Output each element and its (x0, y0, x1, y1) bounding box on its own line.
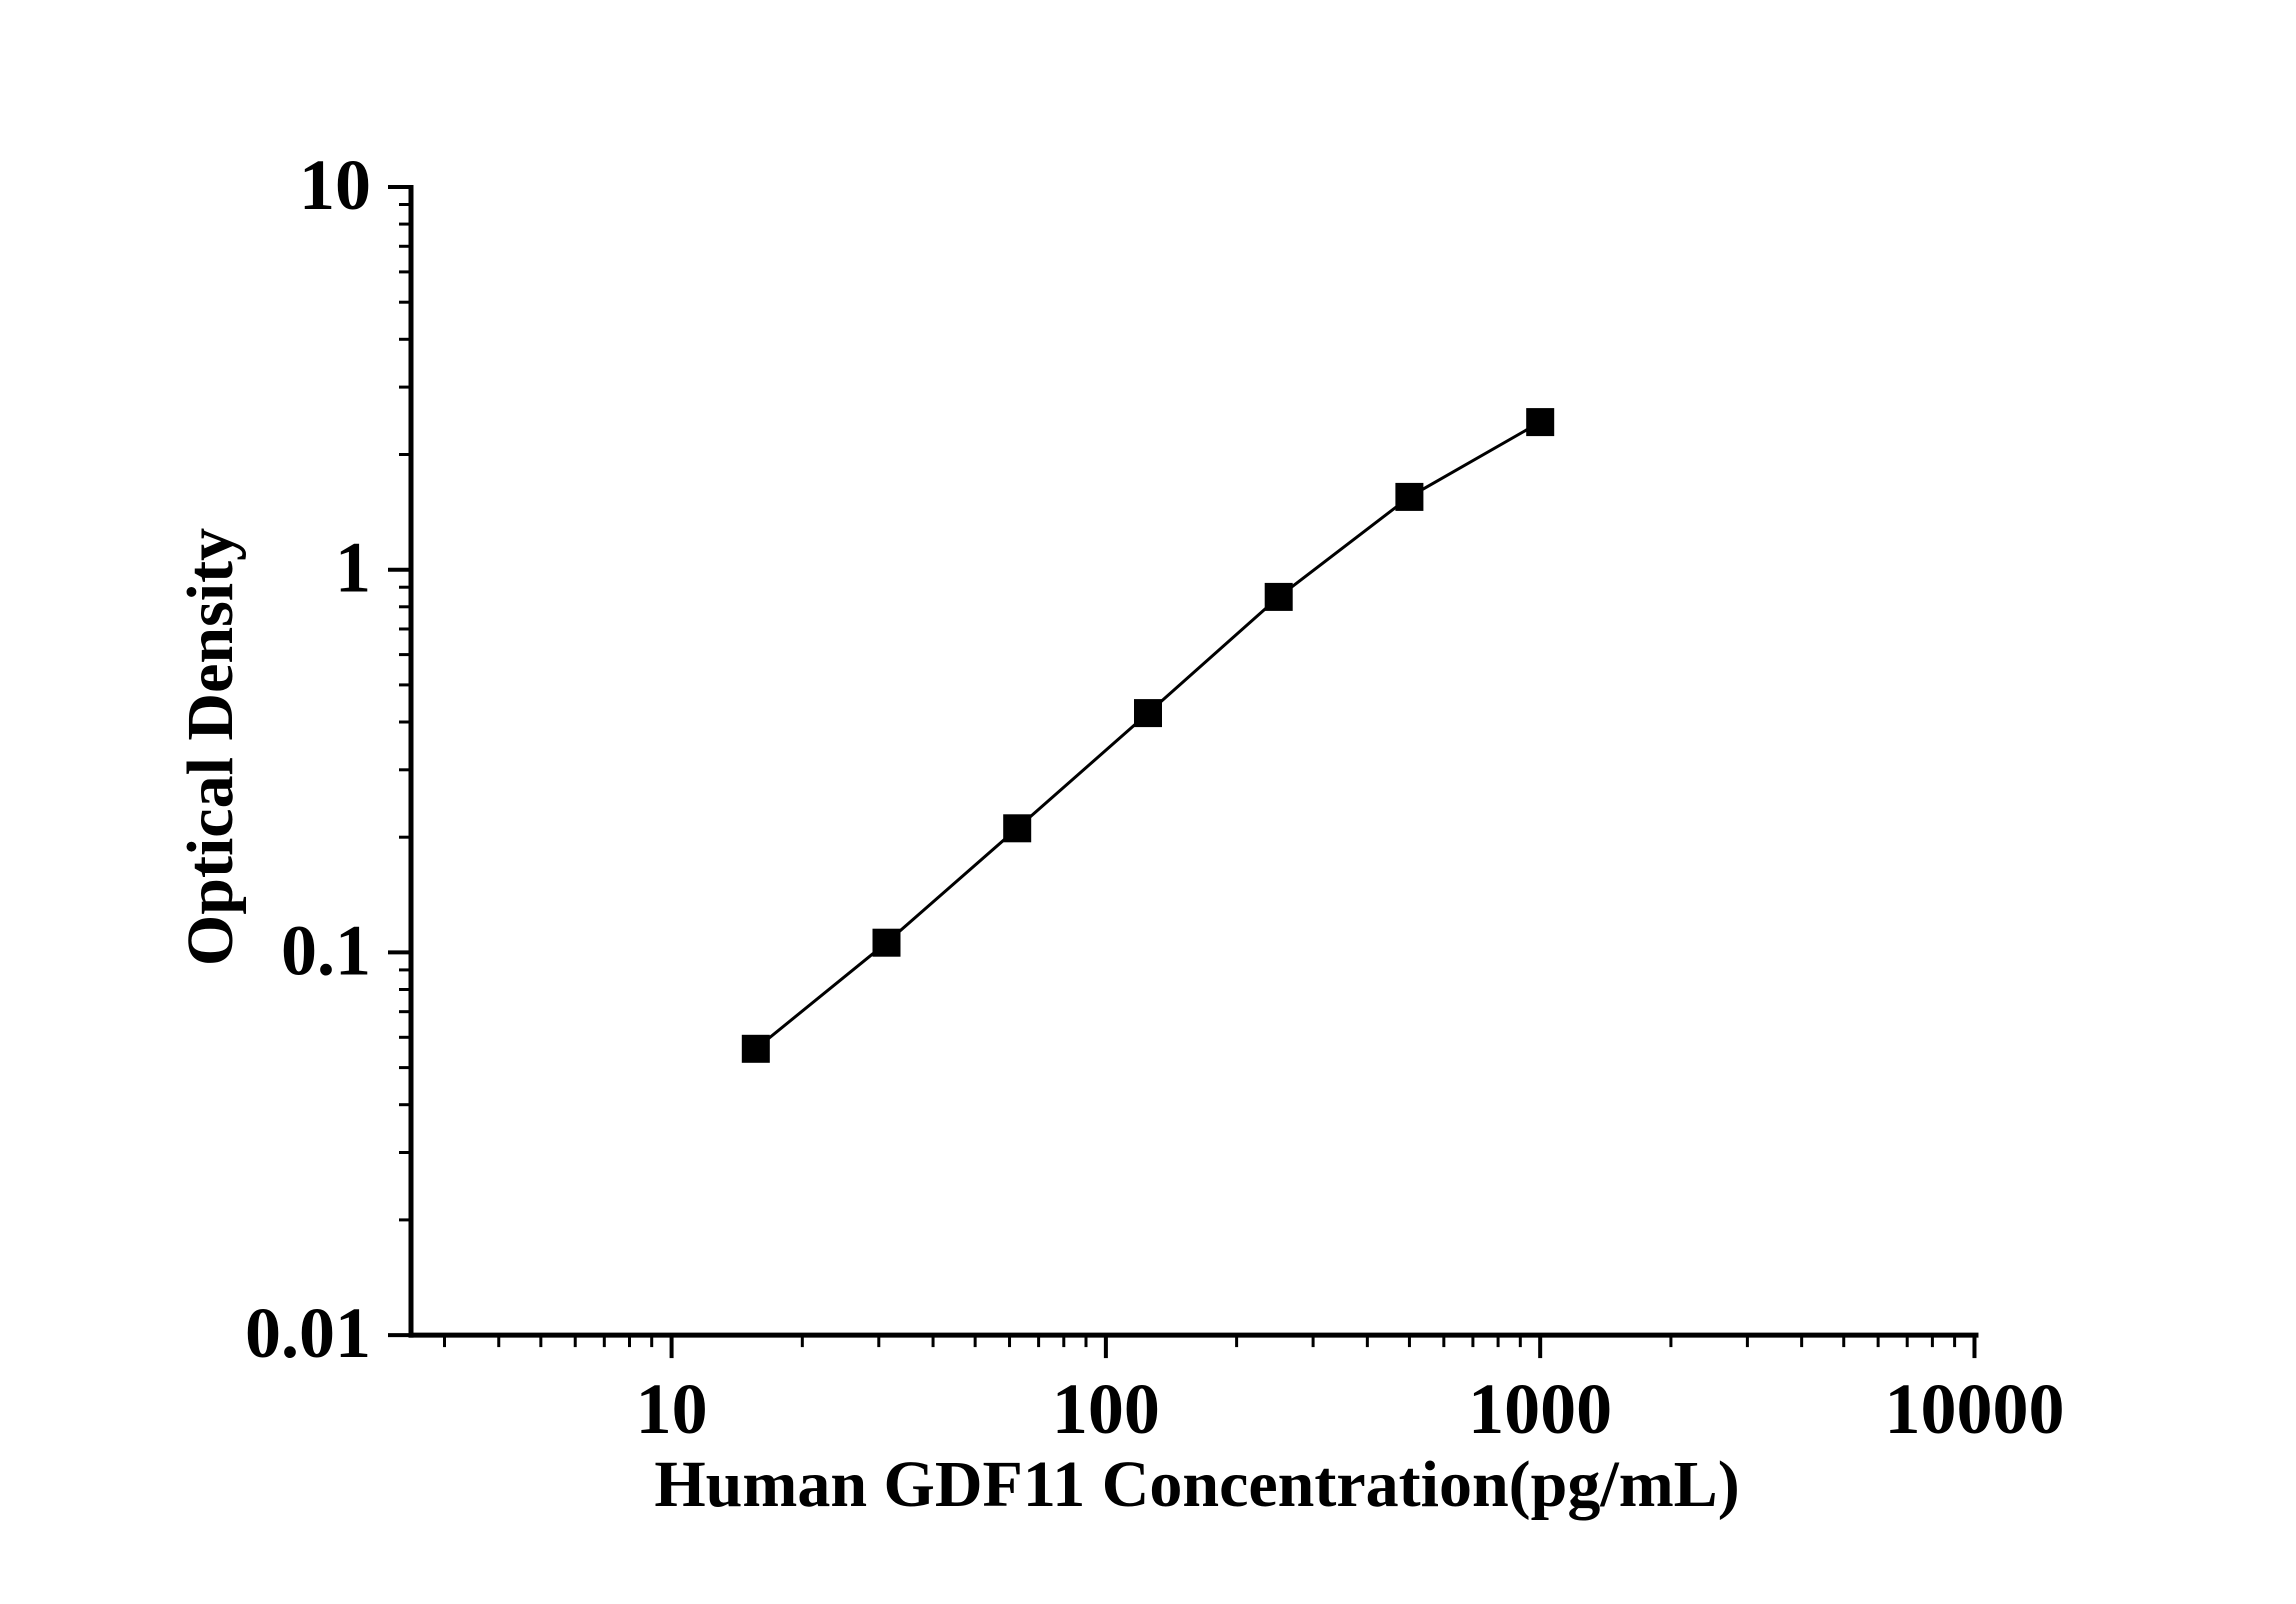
data-point-marker (1395, 482, 1424, 511)
data-point-marker (872, 928, 901, 957)
data-point-marker (741, 1034, 770, 1063)
y-tick-label: 1 (335, 528, 371, 608)
y-tick-label: 0.01 (245, 1293, 371, 1373)
x-tick-label: 10 (636, 1369, 708, 1449)
data-point-marker (1134, 699, 1162, 728)
x-tick-label: 1000 (1468, 1369, 1612, 1449)
x-tick-label: 10000 (1884, 1369, 2064, 1449)
data-point-marker (1526, 408, 1555, 437)
y-tick-label: 0.1 (281, 910, 371, 990)
x-tick-label: 100 (1052, 1369, 1160, 1449)
axes-layer: 10 1 0.1 0.01 10 100 1000 10000 (245, 145, 2064, 1449)
x-axis-title: Human GDF11 Concentration(pg/mL) (654, 1448, 1739, 1521)
data-point-marker (1264, 582, 1293, 611)
series-layer (741, 408, 1555, 1063)
y-tick-label: 10 (299, 145, 371, 225)
data-point-marker (1003, 814, 1032, 843)
y-axis-title: Optical Density (174, 528, 247, 966)
